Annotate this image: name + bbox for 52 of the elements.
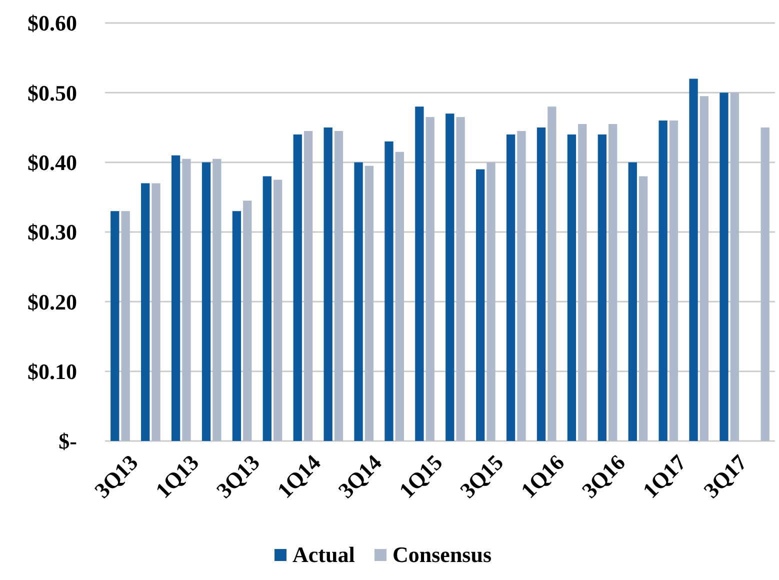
y-tick-label: $0.30	[28, 220, 77, 245]
bar	[628, 162, 637, 441]
bar	[182, 158, 191, 441]
y-tick-label: $0.50	[28, 80, 77, 106]
bar	[304, 130, 313, 441]
bar	[700, 96, 709, 441]
y-tick-label: $0.20	[28, 289, 77, 314]
bar	[324, 128, 332, 441]
bar	[486, 162, 496, 441]
bar	[506, 134, 516, 441]
bar	[121, 211, 130, 441]
bar	[578, 124, 587, 441]
bar	[567, 134, 576, 441]
bar	[202, 162, 211, 441]
bar	[669, 120, 678, 441]
y-tick-label: $0.10	[28, 359, 77, 384]
bar	[760, 128, 770, 441]
bar	[171, 155, 180, 441]
bar	[354, 162, 363, 441]
bar	[110, 211, 120, 441]
bar	[262, 176, 272, 441]
bar	[152, 183, 160, 441]
bar	[384, 141, 394, 441]
bar	[415, 106, 424, 441]
bar	[364, 166, 374, 441]
bar	[293, 134, 302, 441]
bar	[548, 106, 556, 441]
y-tick-label: $-	[58, 428, 77, 454]
bar	[274, 180, 282, 441]
bar	[658, 120, 668, 441]
legend-label: Consensus	[392, 542, 492, 567]
bar	[334, 130, 344, 441]
bar	[426, 117, 434, 441]
bar	[598, 134, 606, 441]
bar	[232, 211, 242, 441]
bar	[212, 158, 222, 441]
bar	[243, 200, 252, 441]
legend-label: Actual	[292, 542, 355, 567]
bar	[446, 114, 454, 441]
bar	[536, 128, 546, 441]
y-tick-label: $0.60	[28, 10, 77, 36]
bar	[395, 152, 404, 441]
bar	[720, 92, 728, 441]
bar	[638, 176, 648, 441]
bar	[689, 78, 698, 441]
bar	[476, 169, 485, 441]
bar	[141, 183, 150, 441]
bar	[730, 92, 739, 441]
bar	[456, 117, 465, 441]
y-tick-label: $0.40	[28, 150, 77, 176]
bar	[608, 124, 618, 441]
bar	[517, 130, 526, 441]
